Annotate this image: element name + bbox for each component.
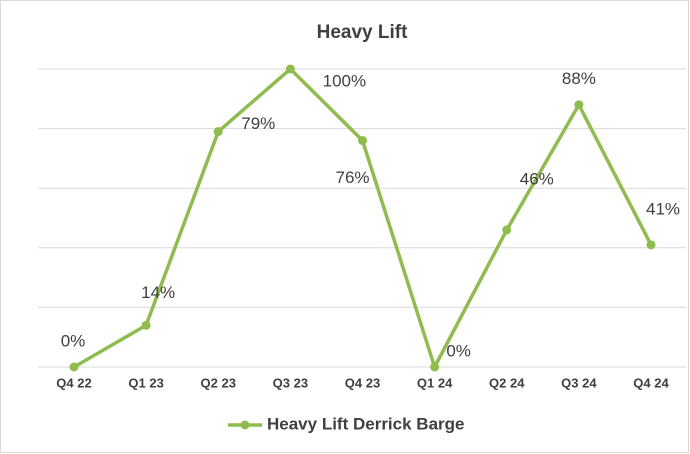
data-label: 79% — [241, 114, 275, 133]
x-tick-label: Q1 23 — [128, 375, 163, 390]
data-label: 0% — [61, 331, 86, 350]
legend-label: Heavy Lift Derrick Barge — [267, 414, 464, 433]
x-tick-label: Q4 24 — [633, 375, 669, 390]
data-point — [430, 362, 440, 372]
x-tick-label: Q3 23 — [273, 375, 308, 390]
data-label: 41% — [646, 199, 680, 218]
x-tick-label: Q4 23 — [345, 375, 380, 390]
data-point — [213, 127, 223, 137]
data-label: 46% — [520, 169, 554, 188]
data-point — [69, 362, 79, 372]
data-point — [141, 320, 151, 330]
x-tick-label: Q3 24 — [561, 375, 597, 390]
data-label: 0% — [446, 341, 471, 360]
data-point — [574, 100, 584, 110]
data-point — [285, 64, 295, 74]
data-point — [646, 240, 656, 250]
data-label: 100% — [323, 71, 366, 90]
legend-marker — [240, 420, 250, 430]
data-label: 76% — [335, 168, 369, 187]
data-label: 88% — [562, 69, 596, 88]
x-tick-label: Q2 23 — [201, 375, 236, 390]
x-tick-label: Q2 24 — [489, 375, 525, 390]
data-point — [502, 225, 512, 235]
chart-title: Heavy Lift — [317, 22, 408, 43]
data-label: 14% — [141, 283, 175, 302]
x-tick-label: Q4 22 — [56, 375, 91, 390]
x-tick-label: Q1 24 — [417, 375, 453, 390]
data-point — [358, 136, 367, 146]
